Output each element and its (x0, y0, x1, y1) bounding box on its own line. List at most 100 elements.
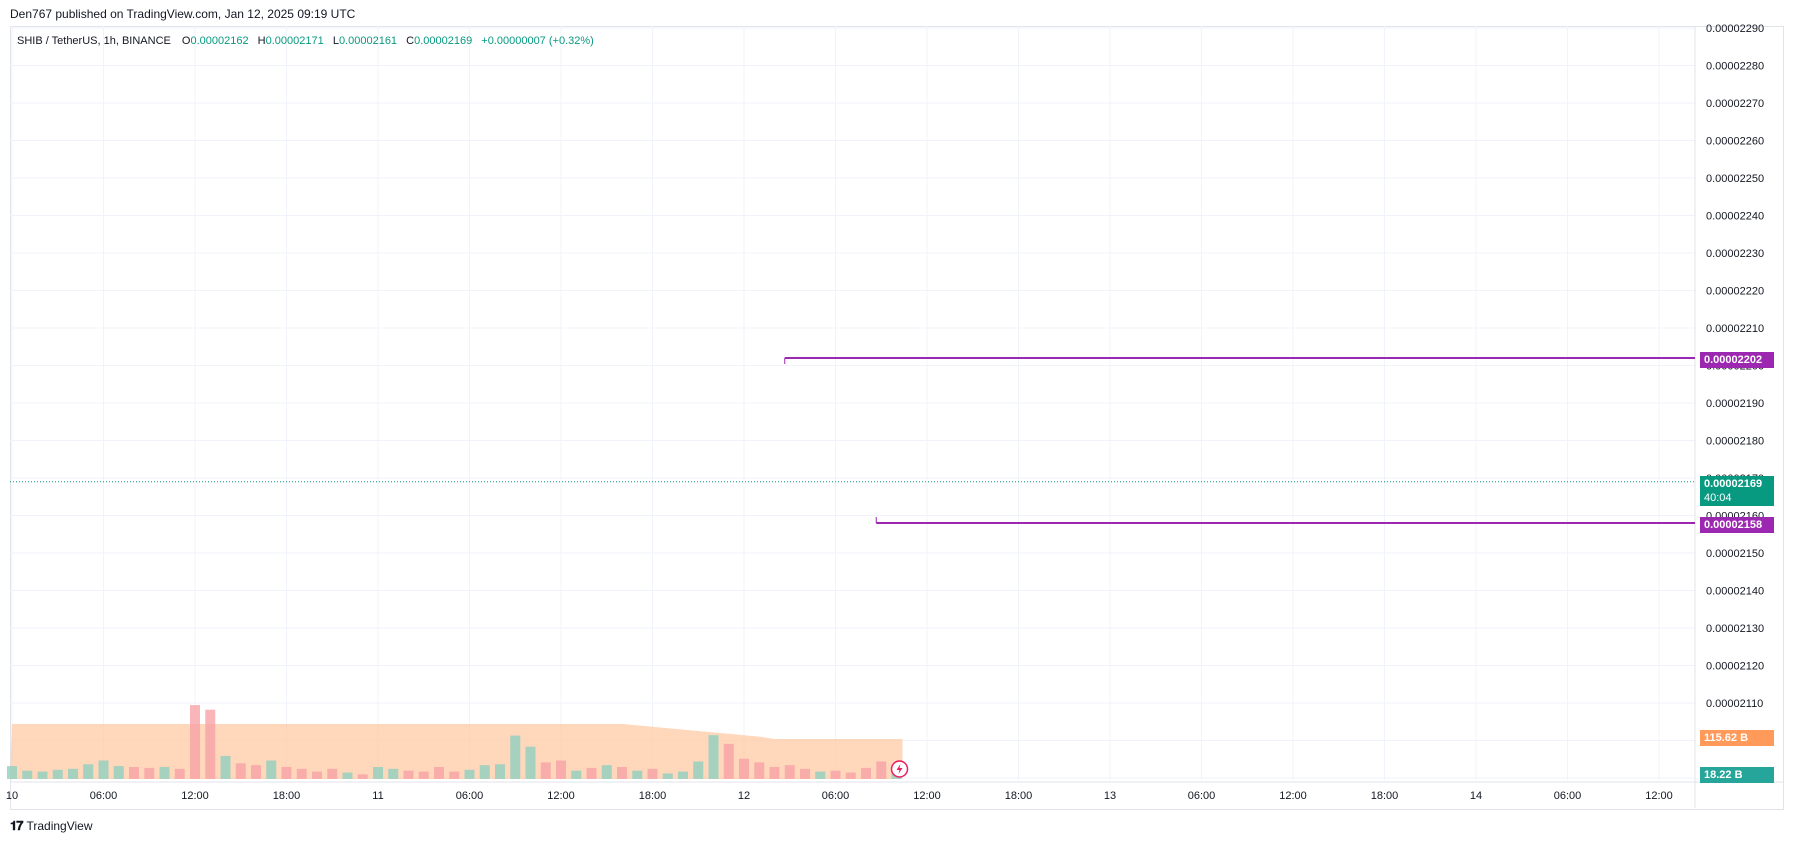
x-tick-label: 06:00 (822, 790, 850, 802)
volume-bar (68, 768, 78, 779)
volume-bar (388, 768, 399, 779)
volume-bar (37, 771, 48, 779)
y-tick-label: 0.00002230 (1706, 248, 1764, 260)
y-tick-label: 0.00002220 (1706, 286, 1764, 298)
published-header: Den767 published on TradingView.com, Jan… (10, 7, 356, 21)
low-value: 0.00002161 (338, 35, 398, 47)
volume-bar (708, 735, 719, 779)
y-tick-label: 0.00002210 (1706, 323, 1764, 335)
volume-bar (540, 762, 551, 779)
x-tick-label: 10 (6, 790, 18, 802)
lightning-bolt-icon (896, 764, 903, 774)
volume-bar (784, 765, 795, 779)
change-value: +0.00000007 (+0.32%) (481, 35, 594, 47)
open-label: O (181, 35, 191, 47)
volume-bar (723, 743, 734, 779)
x-tick-label: 06:00 (456, 790, 484, 802)
volume-bar (876, 761, 887, 779)
volume-bar (479, 765, 490, 779)
volume-bar (571, 770, 582, 779)
chart-frame[interactable] (10, 26, 1784, 810)
y-tick-label: 0.00002270 (1706, 98, 1764, 110)
x-tick-label: 18:00 (1371, 790, 1399, 802)
brand-label: TradingView (26, 819, 93, 833)
x-tick-label: 12:00 (181, 790, 209, 802)
volume-bar (510, 735, 521, 779)
volume-bar (113, 766, 124, 779)
volume-bar (815, 771, 826, 779)
volume-bar (632, 770, 643, 779)
volume-bar (296, 768, 307, 779)
x-tick-label: 11 (372, 790, 383, 802)
volume-bar (769, 766, 780, 779)
x-tick-label: 18:00 (273, 790, 301, 802)
volume-ma-tag: 115.62 B (1700, 730, 1774, 746)
symbol-label[interactable]: SHIB / TetherUS, 1h, BINANCE (17, 35, 171, 47)
x-tick-label: 18:00 (1005, 790, 1033, 802)
y-tick-label: 0.00002110 (1706, 698, 1763, 710)
volume-bar (98, 760, 109, 779)
close-label: C (406, 35, 415, 47)
volume-ma-area (10, 724, 903, 779)
x-tick-label: 06:00 (90, 790, 118, 802)
volume-bar (7, 766, 17, 779)
x-tick-label: 06:00 (1188, 790, 1216, 802)
y-tick-label: 0.00002130 (1706, 623, 1764, 635)
footer-branding[interactable]: 𝟏𝟕 TradingView (10, 818, 93, 834)
volume-bar (556, 760, 566, 779)
volume-bar (693, 761, 704, 779)
support-price-tag: 0.00002158 (1700, 517, 1774, 533)
volume-bar (281, 766, 292, 779)
volume-bar (754, 762, 765, 779)
last-price-tag: 0.00002169 40:04 (1700, 476, 1774, 506)
volume-bar (22, 770, 33, 779)
volume-bar (190, 705, 200, 779)
volume-bar (83, 764, 94, 779)
volume-bar (357, 774, 368, 779)
volume-bar (418, 771, 429, 779)
volume-bar (159, 766, 170, 779)
y-tick-label: 0.00002140 (1706, 586, 1764, 598)
resistance-price-tag: 0.00002202 (1700, 352, 1774, 368)
volume-bar (205, 709, 216, 779)
volume-bar (495, 764, 505, 779)
volume-tag: 18.22 B (1700, 767, 1774, 783)
volume-bar (830, 770, 841, 779)
volume-bar (342, 772, 353, 779)
volume-bar (647, 768, 658, 779)
x-tick-label: 12 (738, 790, 750, 802)
volume-bar (144, 767, 155, 779)
x-tick-label: 06:00 (1554, 790, 1582, 802)
volume-bar (586, 767, 597, 779)
volume-bar (52, 769, 63, 779)
y-tick-label: 0.00002150 (1706, 548, 1764, 560)
low-label: L (332, 35, 339, 47)
x-tick-label: 12:00 (913, 790, 941, 802)
x-tick-label: 12:00 (1645, 790, 1673, 802)
volume-bar (174, 768, 185, 779)
volume-bar (129, 766, 139, 779)
y-tick-label: 0.00002250 (1706, 173, 1764, 185)
y-tick-label: 0.00002280 (1706, 61, 1764, 73)
bar-countdown: 40:04 (1704, 492, 1732, 504)
y-tick-label: 0.00002260 (1706, 136, 1764, 148)
volume-bar (327, 768, 338, 779)
volume-bar (373, 766, 383, 779)
x-tick-label: 14 (1470, 790, 1482, 802)
x-tick-label: 13 (1104, 790, 1116, 802)
y-tick-label: 0.00002240 (1706, 211, 1764, 223)
y-tick-label: 0.00002180 (1706, 436, 1764, 448)
close-value: 0.00002169 (414, 35, 473, 47)
volume-bar (662, 773, 673, 779)
ohlc-legend: SHIB / TetherUS, 1h, BINANCE O0.00002162… (17, 35, 600, 47)
volume-bar (312, 771, 322, 779)
volume-bar (464, 769, 475, 779)
volume-bar (861, 767, 871, 779)
volume-bar (678, 771, 688, 779)
volume-bar (739, 758, 749, 779)
volume-bar (235, 763, 246, 779)
y-tick-label: 0.00002190 (1706, 398, 1764, 410)
x-tick-label: 12:00 (547, 790, 575, 802)
y-tick-label: 0.00002290 (1706, 23, 1764, 35)
